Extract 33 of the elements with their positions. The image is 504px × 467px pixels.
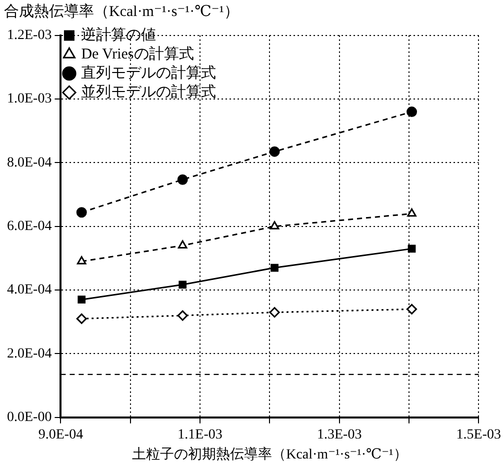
- y-tick-label: 6.0E-04: [6, 219, 52, 234]
- point: [177, 174, 188, 185]
- legend-label: De Vriesの計算式: [81, 45, 194, 62]
- y-tick-label: 0.0E-00: [6, 410, 52, 426]
- point: [406, 106, 418, 118]
- point: [270, 264, 278, 272]
- point: [407, 208, 416, 217]
- point: [76, 313, 87, 324]
- point: [76, 256, 86, 264]
- point: [408, 244, 416, 253]
- x-tick-label: 1.5E-03: [456, 427, 501, 442]
- point: [177, 310, 188, 321]
- y-tick-label: 8.0E-04: [6, 155, 52, 170]
- x-axis-title: 土粒子の初期熱伝導率（Kcal·m⁻¹·s⁻¹·℃⁻¹）: [132, 446, 408, 462]
- point: [270, 221, 280, 230]
- x-tick-label: 1.1E-03: [178, 427, 222, 442]
- x-tick-label: 1.3E-03: [316, 427, 362, 442]
- point: [269, 307, 280, 318]
- legend-label: 逆計算の値: [81, 26, 156, 44]
- y-tick-label: 1.0E-03: [6, 92, 52, 107]
- y-tick-label: 4.0E-04: [6, 282, 52, 298]
- point: [178, 280, 187, 289]
- point: [76, 207, 87, 218]
- legend-label: 並列モデルの計算式: [81, 83, 216, 100]
- point: [78, 296, 86, 304]
- y-tick-label: 1.2E-03: [6, 28, 52, 44]
- y-axis-title: 合成熱伝導率（Kcal·m⁻¹·s⁻¹·℃⁻¹）: [3, 2, 240, 22]
- point: [406, 304, 418, 314]
- legend-label: 直列モデルの計算式: [81, 64, 216, 82]
- point: [269, 146, 280, 157]
- y-tick-label: 2.0E-04: [6, 346, 52, 362]
- point: [178, 240, 188, 248]
- x-tick-label: 9.0E-04: [38, 427, 84, 442]
